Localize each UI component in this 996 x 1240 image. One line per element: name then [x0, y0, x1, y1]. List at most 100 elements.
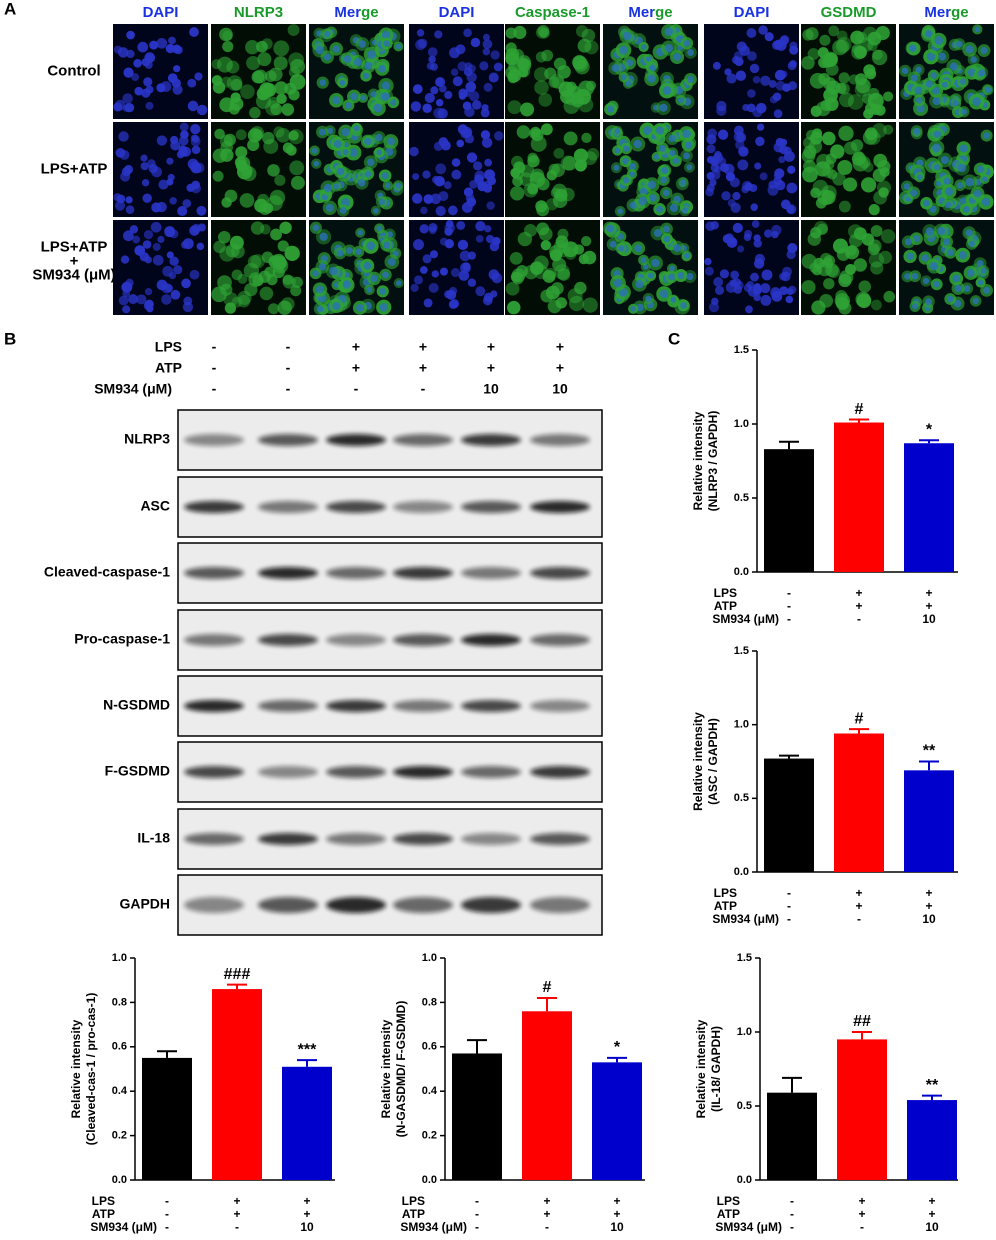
- cell: [819, 293, 834, 308]
- nucleus: [620, 74, 627, 80]
- nucleus: [726, 73, 737, 84]
- treatment-value: +: [928, 1194, 935, 1208]
- nucleus: [932, 97, 941, 106]
- cell: [867, 92, 884, 109]
- y-axis-label: Relative intensity: [694, 1019, 708, 1118]
- cell: [290, 175, 305, 190]
- nucleus: [143, 77, 153, 87]
- nucleus: [196, 242, 205, 251]
- cell: [511, 268, 526, 283]
- treatment-label: SM934 (μM): [94, 381, 172, 397]
- blot-band: [530, 897, 590, 913]
- cell: [802, 166, 818, 183]
- treatment-value: +: [543, 1207, 550, 1221]
- nucleus: [167, 73, 178, 83]
- y-axis-label: Relative intensity: [691, 411, 705, 510]
- blot-band: [184, 501, 244, 513]
- cell: [257, 193, 270, 206]
- nucleus: [681, 207, 688, 214]
- y-axis-label: Relative intensity: [379, 1019, 393, 1118]
- nucleus: [187, 78, 197, 88]
- blot-band: [461, 700, 521, 712]
- cell: [517, 231, 533, 247]
- nucleus: [488, 269, 500, 280]
- bar: [767, 1092, 817, 1180]
- cell: [258, 84, 274, 100]
- nucleus: [494, 131, 504, 141]
- nucleus: [137, 41, 149, 53]
- nucleus: [933, 281, 941, 288]
- nucleus: [177, 206, 188, 217]
- nucleus: [645, 295, 652, 302]
- blot-band: [258, 567, 318, 579]
- nucleus: [910, 189, 918, 197]
- nucleus: [324, 30, 331, 37]
- nucleus: [916, 97, 923, 104]
- nucleus: [367, 50, 377, 59]
- cell: [540, 123, 553, 136]
- nucleus: [985, 86, 992, 93]
- nucleus: [746, 28, 757, 38]
- nucleus: [932, 86, 940, 95]
- micrograph: [603, 24, 698, 119]
- nucleus: [364, 62, 373, 70]
- cell: [818, 73, 831, 86]
- nucleus: [471, 100, 482, 110]
- nucleus: [716, 105, 727, 116]
- nucleus: [972, 97, 981, 106]
- nucleus: [191, 183, 202, 194]
- nucleus: [750, 272, 759, 282]
- blot-band: [461, 634, 521, 646]
- blot-band: [326, 897, 386, 913]
- bar: [834, 422, 884, 572]
- nucleus: [782, 266, 792, 277]
- nucleus: [147, 159, 156, 168]
- nucleus: [355, 248, 362, 255]
- nucleus: [382, 241, 390, 249]
- nucleus: [944, 187, 954, 196]
- micrograph: [211, 24, 306, 119]
- nucleus: [444, 239, 454, 249]
- nucleus: [456, 139, 465, 148]
- treatment-value: +: [855, 899, 862, 913]
- cell: [224, 189, 238, 203]
- treatment-value: -: [787, 912, 791, 926]
- nucleus: [647, 272, 654, 279]
- nucleus: [125, 205, 135, 215]
- nucleus: [925, 298, 932, 306]
- nucleus: [452, 76, 463, 87]
- nucleus: [759, 172, 768, 181]
- blot-box: [177, 675, 603, 737]
- micrograph: [309, 122, 404, 217]
- cell: [212, 148, 228, 163]
- nucleus: [370, 274, 378, 283]
- cell: [251, 70, 265, 84]
- nucleus: [483, 292, 494, 303]
- y-axis-label: Relative intensity: [691, 712, 705, 811]
- nucleus: [946, 295, 954, 303]
- nucleus: [420, 206, 428, 215]
- nucleus: [660, 176, 667, 184]
- cell: [881, 229, 896, 244]
- cell: [246, 55, 261, 71]
- nucleus: [629, 201, 637, 209]
- blot-band: [184, 567, 244, 579]
- nucleus: [136, 294, 147, 305]
- nucleus: [467, 251, 477, 260]
- nucleus: [706, 144, 716, 154]
- treatment-label: SM934 (μM): [715, 1220, 782, 1234]
- cell: [245, 40, 260, 55]
- treatment-value: +: [352, 360, 360, 376]
- nucleus: [462, 262, 471, 271]
- cell: [573, 244, 585, 255]
- nucleus: [341, 128, 350, 137]
- nucleus: [172, 84, 183, 95]
- nucleus: [744, 229, 753, 238]
- nucleus: [318, 263, 327, 271]
- nucleus: [717, 129, 729, 140]
- row-label: SM934 (μM): [32, 266, 115, 283]
- cell: [574, 159, 587, 172]
- treatment-value: +: [487, 339, 495, 355]
- nucleus: [686, 272, 694, 281]
- nucleus: [606, 224, 614, 233]
